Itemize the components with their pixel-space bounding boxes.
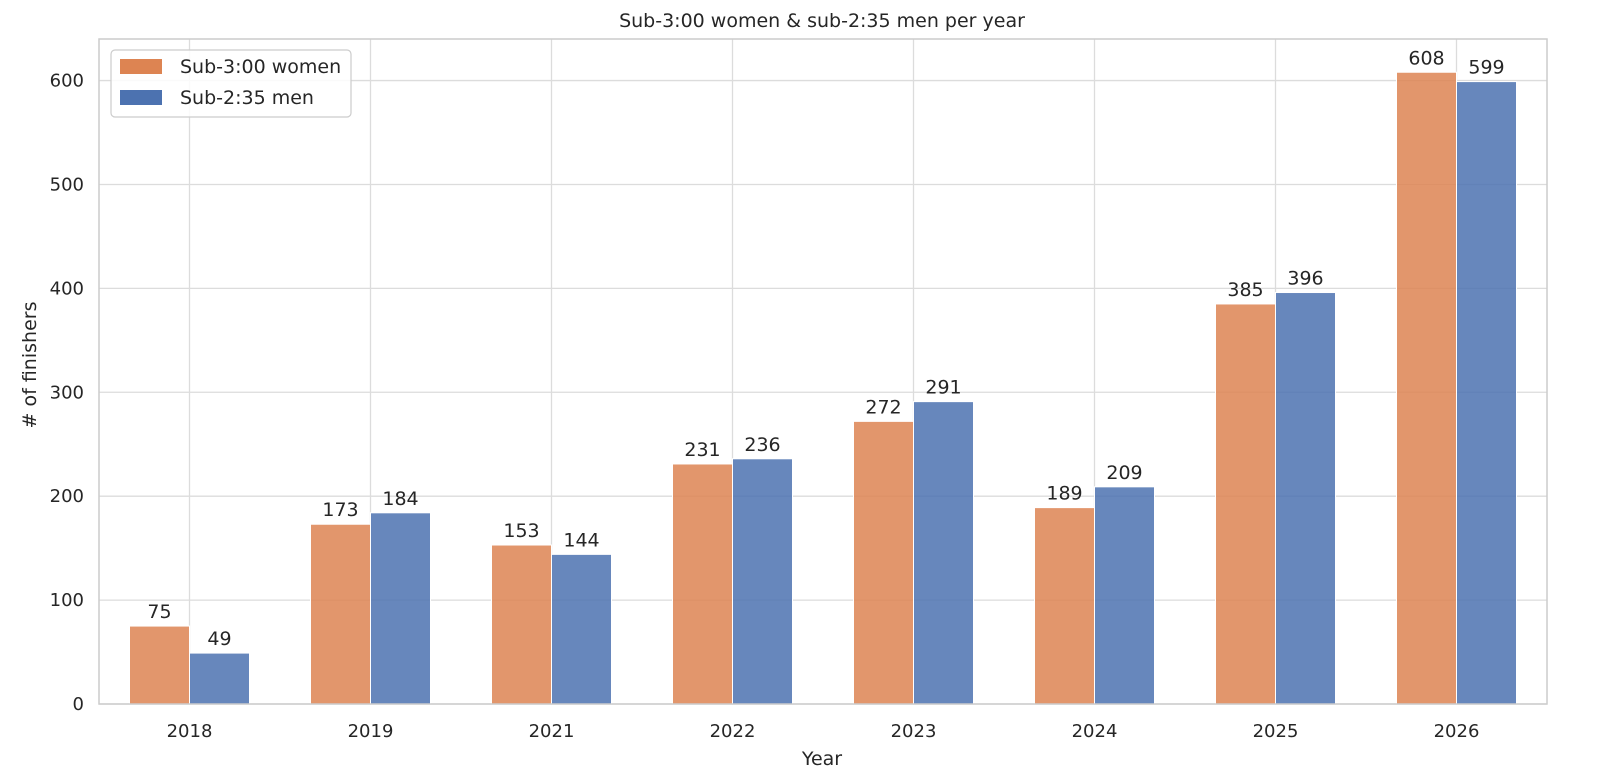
x-tick-label: 2022 (710, 721, 756, 742)
x-axis-title: Year (801, 748, 842, 770)
bars (129, 71, 1517, 705)
bar-value-label: 144 (563, 529, 599, 551)
bar-value-label: 599 (1468, 57, 1504, 79)
y-tick-label: 300 (50, 382, 84, 403)
bar (1275, 292, 1336, 705)
legend: Sub-3:00 women Sub-2:35 men (110, 49, 352, 118)
bar-value-label: 184 (382, 488, 418, 510)
bar-value-label: 236 (744, 434, 780, 456)
bar-value-label: 209 (1106, 462, 1142, 484)
y-tick-label: 100 (50, 590, 84, 611)
bar (491, 544, 552, 705)
y-tick-label: 500 (50, 174, 84, 195)
bar (370, 512, 431, 705)
x-tick-label: 2018 (167, 721, 213, 742)
x-tick-label: 2026 (1434, 721, 1480, 742)
bar (189, 652, 250, 705)
chart-title: Sub-3:00 women & sub-2:35 men per year (619, 10, 1025, 32)
y-tick-label: 200 (50, 486, 84, 507)
bar (732, 458, 793, 705)
bar-value-label: 291 (925, 377, 961, 399)
bar-value-label: 385 (1227, 279, 1263, 301)
bar (551, 553, 612, 705)
bar-value-label: 49 (207, 628, 231, 650)
x-tick-label: 2019 (348, 721, 394, 742)
bar-value-label: 189 (1046, 483, 1082, 505)
y-tick-label: 400 (50, 278, 84, 299)
bar-value-label: 396 (1287, 268, 1323, 290)
bar (672, 463, 733, 705)
bar-value-label: 272 (865, 396, 901, 418)
bar (310, 523, 371, 705)
plot-frame (98, 38, 1548, 705)
y-tick-label: 0 (73, 694, 84, 715)
legend-box (110, 49, 352, 118)
bar (913, 401, 974, 705)
data-labels: 75 173 153 231 272 189 385 608 49 184 144 236 291 209… (147, 47, 1504, 650)
x-tick-label: 2024 (1072, 721, 1118, 742)
x-tick-label: 2023 (891, 721, 937, 742)
y-tick-label: 600 (50, 71, 84, 92)
bar (853, 420, 914, 705)
bar (1094, 486, 1155, 705)
x-tick-label: 2025 (1253, 721, 1299, 742)
bar-value-label: 173 (322, 499, 358, 521)
bar-value-label: 75 (147, 601, 171, 623)
legend-label-women: Sub-3:00 women (180, 56, 341, 78)
y-axis-title: # of finishers (19, 302, 41, 429)
bar (129, 625, 190, 705)
bar (1396, 71, 1457, 705)
bar-value-label: 608 (1408, 47, 1444, 69)
bar (1034, 507, 1095, 705)
legend-swatch-men (120, 90, 162, 105)
bar (1215, 303, 1276, 705)
bar-value-label: 153 (503, 520, 539, 542)
x-tick-label: 2021 (529, 721, 575, 742)
bar-value-label: 231 (684, 439, 720, 461)
bar (1456, 81, 1517, 705)
legend-swatch-women (120, 59, 162, 74)
legend-label-men: Sub-2:35 men (180, 87, 314, 109)
axis-ticks: 0 100 200 300 400 500 600 2018 2019 2021 2022 2023 2… (50, 71, 1480, 742)
